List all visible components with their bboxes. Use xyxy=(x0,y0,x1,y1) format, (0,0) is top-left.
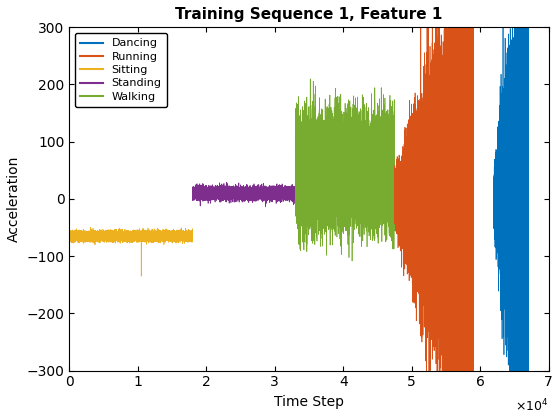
Sitting xyxy=(138,274,144,279)
Walking xyxy=(349,258,356,263)
Walking xyxy=(367,180,374,185)
Sitting xyxy=(76,234,83,239)
Walking xyxy=(388,154,395,159)
Legend: Dancing, Running, Sitting, Standing, Walking: Dancing, Running, Sitting, Standing, Wal… xyxy=(75,33,167,107)
Walking xyxy=(307,76,314,81)
Dancing xyxy=(511,283,518,288)
Standing xyxy=(281,191,288,196)
Line: Running: Running xyxy=(395,0,473,420)
Standing xyxy=(255,192,262,197)
Walking xyxy=(391,149,398,154)
Line: Dancing: Dancing xyxy=(494,0,528,420)
Standing xyxy=(189,191,196,196)
Running xyxy=(470,196,477,201)
Sitting xyxy=(72,234,78,239)
Sitting xyxy=(66,230,73,235)
Line: Sitting: Sitting xyxy=(69,227,193,276)
Walking xyxy=(388,237,395,242)
Walking xyxy=(367,127,374,132)
Dancing xyxy=(503,144,510,149)
Running xyxy=(413,142,419,147)
Standing xyxy=(278,194,285,199)
Sitting xyxy=(87,225,94,230)
Dancing xyxy=(497,84,503,89)
Y-axis label: Acceleration: Acceleration xyxy=(7,156,21,242)
Standing xyxy=(291,190,297,195)
Standing xyxy=(235,190,242,195)
Standing xyxy=(223,180,230,185)
Line: Walking: Walking xyxy=(295,79,395,261)
Running xyxy=(413,205,419,210)
Running xyxy=(468,195,475,200)
Sitting xyxy=(189,234,196,239)
Dancing xyxy=(525,278,531,283)
Line: Standing: Standing xyxy=(193,182,295,207)
Dancing xyxy=(516,217,523,222)
Walking xyxy=(292,201,298,206)
Standing xyxy=(292,192,298,197)
Walking xyxy=(299,136,306,141)
X-axis label: Time Step: Time Step xyxy=(274,395,344,409)
Dancing xyxy=(513,161,520,166)
Running xyxy=(427,192,433,197)
Title: Training Sequence 1, Feature 1: Training Sequence 1, Feature 1 xyxy=(175,7,443,22)
Sitting xyxy=(147,235,153,240)
Running xyxy=(391,202,398,207)
Text: $\times10^4$: $\times10^4$ xyxy=(515,398,549,415)
Sitting xyxy=(178,233,184,238)
Running xyxy=(400,220,407,226)
Standing xyxy=(262,204,269,209)
Dancing xyxy=(491,174,497,179)
Sitting xyxy=(79,234,86,239)
Standing xyxy=(292,186,298,192)
Walking xyxy=(325,170,332,175)
Sitting xyxy=(149,236,156,241)
Dancing xyxy=(519,271,525,276)
